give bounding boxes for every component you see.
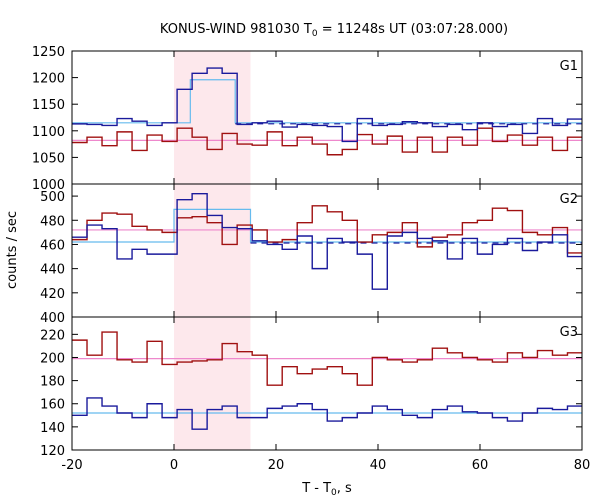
panel-frame <box>71 50 583 185</box>
y-tick-label: 160 <box>40 398 65 413</box>
panel-g1 <box>72 67 582 156</box>
y-tick-label: 120 <box>40 444 65 459</box>
panel-label-g3: G3 <box>560 325 578 340</box>
y-tick-label: 1200 <box>32 72 65 87</box>
panel-label-g1: G1 <box>560 59 578 74</box>
y-tick-label: 220 <box>40 328 65 343</box>
chart-title-tail: = 11248s UT (03:07:28.000) <box>318 22 508 37</box>
chart-title-main: KONUS-WIND 981030 T <box>160 22 312 37</box>
y-tick-label: 1150 <box>32 98 65 113</box>
y-tick-label: 200 <box>40 351 65 366</box>
y-tick-label: 1250 <box>32 45 65 60</box>
series-red-step <box>72 205 582 254</box>
y-tick-label: 1100 <box>32 125 65 140</box>
y-tick-label: 480 <box>40 214 65 229</box>
x-tick-labels: -20 0 20 40 60 80 <box>61 458 590 473</box>
y-tick-label: 400 <box>40 311 65 326</box>
series-blue-step <box>72 192 582 290</box>
series-red-step <box>72 127 582 156</box>
x-tick-label: 0 <box>170 458 178 473</box>
x-tick-label: 40 <box>370 458 387 473</box>
y-tick-label: 1050 <box>32 151 65 166</box>
y-tick-label: 440 <box>40 263 65 278</box>
y-tick-label: 500 <box>40 190 65 205</box>
y-tick-label: 460 <box>40 238 65 253</box>
pulse-level-line <box>72 79 582 124</box>
y-tick-label: 420 <box>40 287 65 302</box>
series-blue-step <box>72 67 582 143</box>
y-tick-label: 140 <box>40 421 65 436</box>
series-red-step <box>72 331 582 386</box>
panel-frame <box>71 316 583 451</box>
x-tick-label: 80 <box>574 458 591 473</box>
panel-g3 <box>72 331 582 430</box>
panel-frames <box>71 50 583 451</box>
panel-label-g2: G2 <box>560 192 578 207</box>
y-tick-labels: 1000 1050 1100 1150 1200 1250 400 420 440 460 480 5… <box>32 45 65 459</box>
x-tick-label: 20 <box>268 458 285 473</box>
x-axis-label-main: T - T <box>301 481 331 496</box>
x-axis-label-sub: 0 <box>331 488 337 498</box>
y-tick-label: 1000 <box>32 178 65 193</box>
pulse-level-line <box>72 208 582 243</box>
x-tick-label: -20 <box>61 458 82 473</box>
series-blue-step <box>72 397 582 430</box>
highlight-interval <box>174 51 251 450</box>
x-axis-label-tail: , s <box>337 481 352 496</box>
y-axis-label: counts / sec <box>5 211 20 289</box>
panel-g2 <box>72 192 582 290</box>
y-tick-label: 180 <box>40 375 65 390</box>
x-axis-label: T - T0, s <box>301 481 352 498</box>
chart-title-sub: 0 <box>312 29 318 39</box>
x-tick-label: 60 <box>472 458 489 473</box>
chart-title: KONUS-WIND 981030 T0 = 11248s UT (03:07:… <box>160 22 508 39</box>
